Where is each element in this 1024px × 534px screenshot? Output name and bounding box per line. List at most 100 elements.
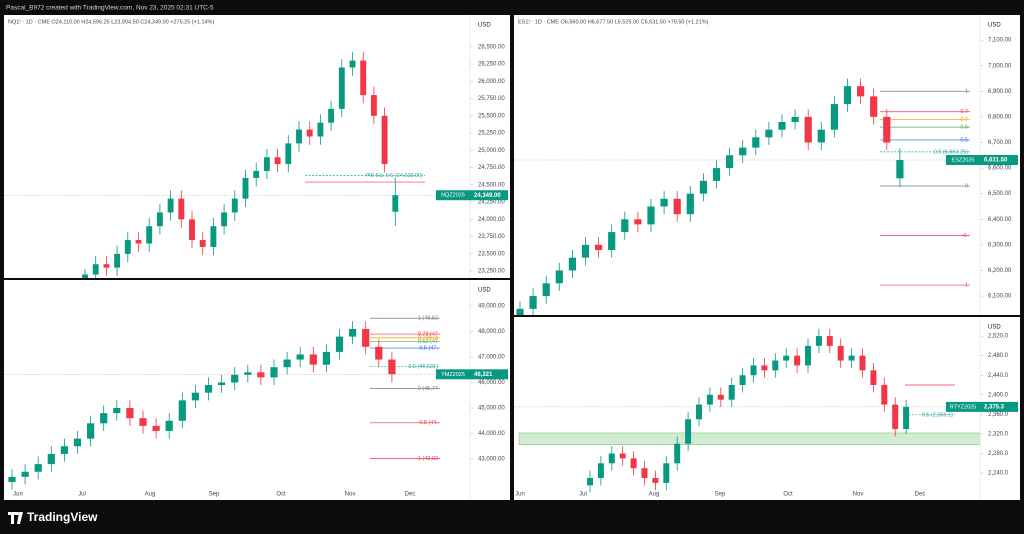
candle-body — [92, 264, 99, 275]
x-tick-label: Sep — [209, 492, 220, 498]
candle-body — [804, 116, 812, 143]
header: Pascal_B972 created with TradingView.com… — [6, 5, 214, 12]
y-tick-label: 23,250.00 — [478, 269, 505, 275]
y-tick-label: 49,000.00 — [478, 304, 505, 310]
candle-body — [335, 336, 344, 352]
price-label: 6,631.50 — [984, 158, 1008, 164]
candle-body — [274, 157, 281, 165]
level-label: 1 (48,52 — [418, 316, 438, 322]
price-label: 2,375.3 — [984, 404, 1005, 410]
candle-body — [388, 359, 396, 375]
y-tick-label: 6,200.00 — [988, 268, 1012, 274]
contract-label: ESZ2025 — [952, 157, 975, 163]
contract-label: NQZ2025 — [441, 193, 465, 199]
y-tick-label: 6,500.00 — [988, 191, 1012, 197]
candle-body — [630, 458, 637, 469]
candle-body — [660, 198, 668, 207]
level-label: 0 — [965, 183, 968, 189]
candle-body — [210, 226, 217, 247]
candle-body — [114, 253, 121, 268]
y-tick-label: 6,800.00 — [988, 114, 1012, 120]
y-tick-label: 46,000.00 — [478, 380, 505, 386]
y-tick-label: 26,000.00 — [478, 79, 505, 85]
candle-body — [608, 453, 615, 464]
y-tick-label: 7,100.00 — [988, 38, 1012, 44]
x-tick-label: Dec — [405, 492, 416, 498]
level-label: 0.5 — [960, 137, 968, 143]
candle-body — [165, 420, 173, 431]
y-tick-label: 45,000.00 — [478, 406, 505, 412]
zone — [518, 432, 980, 445]
candle-body — [139, 418, 147, 426]
level-label: 0.6 — [960, 125, 968, 131]
y-tick-label: 26,250.00 — [478, 62, 505, 68]
candle-body — [306, 129, 313, 137]
candle-body — [47, 453, 55, 465]
y-tick-label: 6,900.00 — [988, 89, 1012, 95]
y-tick-label: 23,500.00 — [478, 251, 505, 257]
candle-body — [555, 270, 563, 284]
level-label: 0.7 — [960, 109, 968, 115]
candle-body — [619, 453, 626, 459]
plot: PW Eq. 0.5 (24,633.00) — [82, 52, 425, 278]
candle-body — [765, 129, 773, 138]
candle-body — [652, 477, 659, 483]
x-tick-label: Sep — [715, 492, 726, 498]
candle-body — [815, 336, 822, 346]
y-tick-label: 24,250.00 — [478, 200, 505, 206]
y-tick-label: 44,000.00 — [478, 431, 505, 437]
candle-body — [34, 464, 42, 472]
level-label: -1 (43,02 — [416, 456, 438, 462]
y-tick-label: 2,520.0 — [988, 334, 1009, 340]
candle-body — [217, 382, 226, 386]
candle-body — [283, 359, 291, 368]
candle-body — [263, 157, 270, 172]
candle-body — [516, 308, 524, 315]
x-tick-label: Aug — [649, 492, 660, 498]
symbol-header: NQ1! · 1D · CME O24,110.00 H24,596.25 L2… — [8, 19, 214, 25]
level-label: -0. — [962, 233, 969, 239]
price-label: 46,321 — [474, 372, 493, 378]
x-tick-label: Jun — [515, 492, 525, 498]
candle-body — [167, 198, 174, 213]
candle-body — [739, 147, 747, 156]
candle-body — [791, 116, 799, 122]
candle-body — [178, 400, 186, 421]
currency: USD — [478, 23, 491, 29]
candle-body — [647, 206, 655, 225]
candle-body — [270, 367, 278, 378]
candle-body — [761, 365, 768, 371]
y-tick-label: 25,250.00 — [478, 131, 505, 137]
candle-body — [817, 129, 825, 143]
y-tick-label: 2,400.0 — [988, 392, 1009, 398]
price-tag — [980, 155, 1018, 166]
candle-body — [322, 351, 331, 365]
candle-body — [608, 232, 616, 250]
candle-body — [8, 476, 16, 482]
candle-body — [191, 392, 200, 401]
candle-body — [870, 370, 877, 386]
candle-body — [126, 408, 134, 419]
price-tag — [470, 369, 508, 380]
candle-body — [634, 219, 642, 225]
candle-body — [257, 372, 265, 378]
currency: USD — [988, 325, 1001, 331]
y-tick-label: 6,700.00 — [988, 140, 1012, 146]
candle-body — [674, 443, 681, 464]
candle-body — [696, 404, 702, 420]
candle-body — [381, 115, 388, 165]
y-tick-label: 2,280.0 — [988, 451, 1009, 457]
candle-body — [82, 274, 88, 278]
candle-body — [859, 355, 866, 371]
brand: TradingView — [27, 510, 98, 524]
y-tick-label: 47,000.00 — [478, 355, 505, 361]
candle-body — [349, 60, 356, 68]
candle-body — [244, 372, 252, 375]
plot: 1 (48,52 0.79 (470.709 (40.62 (470.5 (47,… — [8, 316, 440, 490]
candle-body — [685, 419, 692, 444]
candle-body — [360, 60, 367, 96]
candle-body — [870, 96, 878, 117]
x-tick-label: Nov — [345, 492, 356, 498]
logo — [8, 511, 23, 524]
candle-body — [750, 365, 757, 376]
